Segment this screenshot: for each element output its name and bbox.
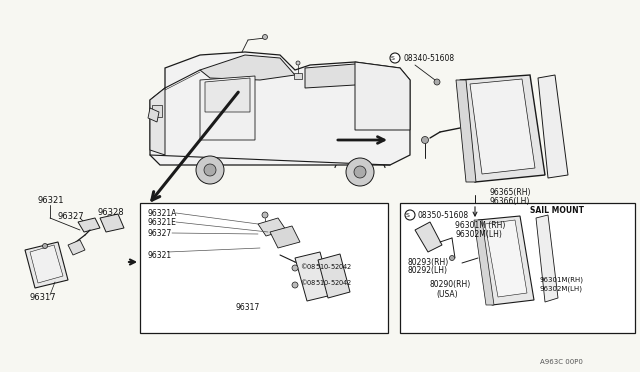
Circle shape xyxy=(346,158,374,186)
Polygon shape xyxy=(78,218,100,232)
Circle shape xyxy=(405,210,415,220)
Text: 80290(RH): 80290(RH) xyxy=(430,280,471,289)
Polygon shape xyxy=(150,52,410,165)
Text: 08350-51608: 08350-51608 xyxy=(418,211,469,219)
Polygon shape xyxy=(460,75,545,182)
Polygon shape xyxy=(200,55,295,80)
Text: 96327: 96327 xyxy=(58,212,84,221)
Circle shape xyxy=(354,166,366,178)
Polygon shape xyxy=(355,62,410,130)
Circle shape xyxy=(434,79,440,85)
Polygon shape xyxy=(205,78,250,112)
Circle shape xyxy=(292,282,298,288)
Text: 96321E: 96321E xyxy=(148,218,177,227)
Text: 96302M(LH): 96302M(LH) xyxy=(455,230,502,238)
Text: 96317: 96317 xyxy=(235,304,259,312)
Polygon shape xyxy=(305,64,368,88)
Polygon shape xyxy=(456,80,476,182)
Polygon shape xyxy=(485,220,527,297)
Circle shape xyxy=(296,61,300,65)
Text: 96301M(RH): 96301M(RH) xyxy=(540,277,584,283)
Polygon shape xyxy=(30,245,63,283)
Circle shape xyxy=(292,265,298,271)
Text: 96302M(LH): 96302M(LH) xyxy=(540,286,583,292)
Text: 96328: 96328 xyxy=(97,208,124,217)
Polygon shape xyxy=(270,226,300,248)
Polygon shape xyxy=(150,88,165,155)
Text: A963C 00P0: A963C 00P0 xyxy=(540,359,583,365)
Text: (USA): (USA) xyxy=(436,289,458,298)
Text: S: S xyxy=(391,55,395,61)
Text: S: S xyxy=(406,212,410,218)
Bar xyxy=(140,203,388,333)
Bar xyxy=(152,105,162,117)
Circle shape xyxy=(204,164,216,176)
Text: SAIL MOUNT: SAIL MOUNT xyxy=(530,205,584,215)
Polygon shape xyxy=(295,252,332,301)
Polygon shape xyxy=(68,240,85,255)
Polygon shape xyxy=(536,215,558,302)
Polygon shape xyxy=(148,108,159,122)
Text: 96327: 96327 xyxy=(148,228,172,237)
Circle shape xyxy=(449,256,454,260)
Circle shape xyxy=(262,212,268,218)
Polygon shape xyxy=(538,75,568,178)
Polygon shape xyxy=(25,242,68,288)
Text: 80292(LH): 80292(LH) xyxy=(408,266,448,276)
Polygon shape xyxy=(318,254,350,298)
Text: 96365(RH): 96365(RH) xyxy=(490,187,531,196)
Polygon shape xyxy=(415,222,442,252)
Text: 96317: 96317 xyxy=(30,294,56,302)
Circle shape xyxy=(42,244,47,248)
Text: $\copyright$08510-52042: $\copyright$08510-52042 xyxy=(300,277,353,287)
Text: 96301M (RH): 96301M (RH) xyxy=(455,221,506,230)
Bar xyxy=(400,203,635,333)
Circle shape xyxy=(390,53,400,63)
Text: 80293(RH): 80293(RH) xyxy=(408,257,449,266)
Circle shape xyxy=(196,156,224,184)
Text: 96321A: 96321A xyxy=(148,208,177,218)
Bar xyxy=(294,73,302,79)
Polygon shape xyxy=(100,214,124,232)
Polygon shape xyxy=(478,216,534,305)
Circle shape xyxy=(422,137,429,144)
Text: 96321: 96321 xyxy=(148,250,172,260)
Text: 96321: 96321 xyxy=(38,196,65,205)
Polygon shape xyxy=(200,76,255,140)
Text: $\copyright$08510-52042: $\copyright$08510-52042 xyxy=(300,261,353,271)
Polygon shape xyxy=(470,79,535,174)
Polygon shape xyxy=(258,218,286,236)
Circle shape xyxy=(262,35,268,39)
Text: 96366(LH): 96366(LH) xyxy=(490,196,531,205)
Polygon shape xyxy=(474,220,494,305)
Text: 08340-51608: 08340-51608 xyxy=(403,54,454,62)
